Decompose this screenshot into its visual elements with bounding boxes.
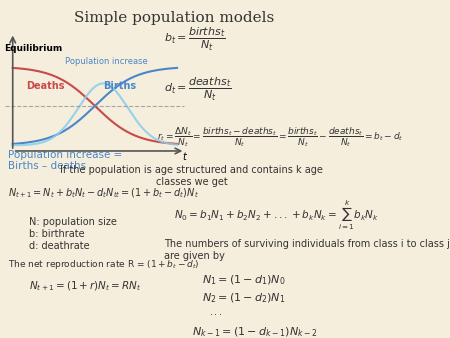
Text: $b_t = \dfrac{births_t}{N_t}$: $b_t = \dfrac{births_t}{N_t}$ [164,26,225,53]
Text: $N_{t+1} = (1+r)N_t = RN_t$: $N_{t+1} = (1+r)N_t = RN_t$ [29,279,142,293]
Text: $N_{t+1} = N_t + b_t N_t - d_t N_{tt} = (1 + b_t - d_t)N_t$: $N_{t+1} = N_t + b_t N_t - d_t N_{tt} = … [8,187,199,200]
Text: $d_t = \dfrac{deaths_t}{N_t}$: $d_t = \dfrac{deaths_t}{N_t}$ [164,75,231,102]
Text: t: t [182,152,186,162]
Text: $N_{k-1} = (1-d_{k-1})N_{k-2}$: $N_{k-1} = (1-d_{k-1})N_{k-2}$ [192,325,317,338]
Text: Simple population models: Simple population models [74,11,274,25]
Text: The numbers of surviving individuals from class i to class j
are given by: The numbers of surviving individuals fro… [164,239,450,261]
Text: Population increase =
Births – deaths: Population increase = Births – deaths [8,149,123,171]
Text: $r_t = \dfrac{\Delta N_t}{N_t} = \dfrac{births_t - deaths_t}{N_t} = \dfrac{birth: $r_t = \dfrac{\Delta N_t}{N_t} = \dfrac{… [157,125,404,149]
Text: $...$: $...$ [209,307,223,317]
Text: Deaths: Deaths [26,81,64,91]
Text: $N_0 = b_1 N_1 + b_2 N_2 + ... + b_k N_k = \sum_{i=1}^{k} b_k N_k$: $N_0 = b_1 N_1 + b_2 N_2 + ... + b_k N_k… [175,199,379,232]
Text: The net reproduction rate R = $(1+b_t-d_t)$: The net reproduction rate R = $(1+b_t-d_… [8,258,200,270]
Text: Equilibrium: Equilibrium [4,44,63,53]
Text: $N_2 = (1-d_2)N_1$: $N_2 = (1-d_2)N_1$ [202,291,286,305]
Text: Births: Births [103,81,136,91]
Text: If the population is age structured and contains k age
classes we get: If the population is age structured and … [60,165,323,187]
Text: Population increase: Population increase [65,57,148,67]
Text: $N_1 = (1-d_1)N_0$: $N_1 = (1-d_1)N_0$ [202,273,286,287]
Text: N: population size
b: birthrate
d: deathrate: N: population size b: birthrate d: death… [29,217,117,250]
